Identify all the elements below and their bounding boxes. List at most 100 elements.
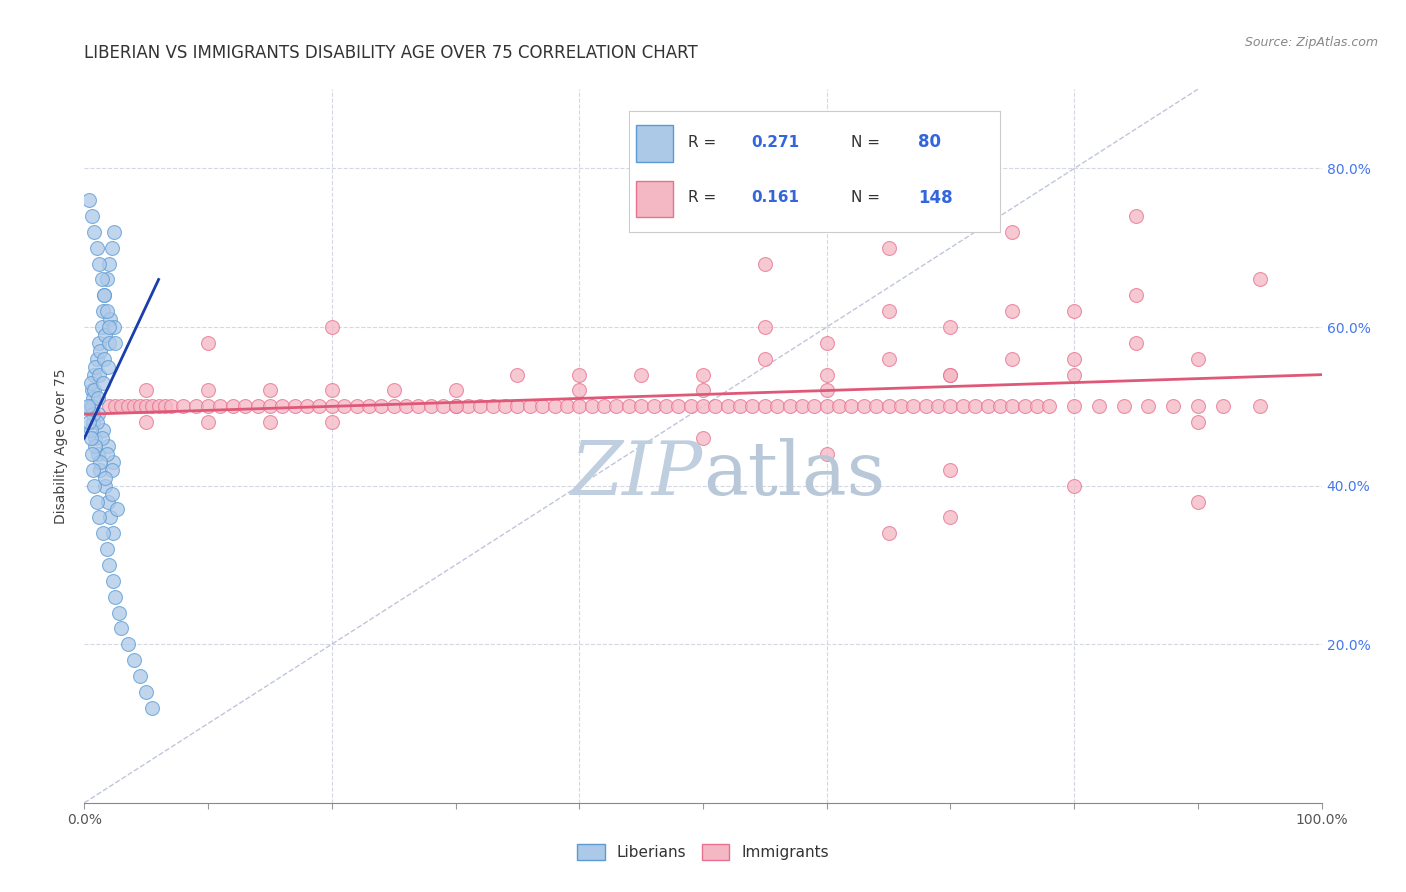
Point <box>531 400 554 414</box>
Point <box>1001 225 1024 239</box>
Point <box>1001 351 1024 366</box>
Point <box>790 400 813 414</box>
Point <box>692 384 714 398</box>
Point <box>779 400 801 414</box>
Point <box>1187 494 1209 508</box>
Point <box>79 193 101 207</box>
Point <box>321 320 343 334</box>
Point <box>91 526 114 541</box>
Point <box>568 400 591 414</box>
Point <box>89 335 111 350</box>
Point <box>444 400 467 414</box>
Point <box>98 312 121 326</box>
Point <box>1249 272 1271 286</box>
Point <box>122 653 145 667</box>
Point <box>555 400 578 414</box>
Point <box>877 351 900 366</box>
Point <box>927 400 949 414</box>
Point <box>141 700 163 714</box>
Point <box>172 400 194 414</box>
Point <box>852 400 875 414</box>
Point <box>129 669 152 683</box>
Point <box>83 384 105 398</box>
Point <box>271 400 294 414</box>
Point <box>370 400 392 414</box>
Point <box>96 304 118 318</box>
Point <box>728 400 751 414</box>
Point <box>952 400 974 414</box>
Point <box>79 400 101 414</box>
Point <box>98 257 121 271</box>
Point <box>160 400 183 414</box>
Point <box>97 494 120 508</box>
Point <box>97 439 120 453</box>
Point <box>91 304 114 318</box>
Point <box>1187 351 1209 366</box>
Point <box>346 400 368 414</box>
Point <box>80 209 103 223</box>
Point <box>89 463 111 477</box>
Point <box>96 272 118 286</box>
Point <box>103 320 125 334</box>
Text: LIBERIAN VS IMMIGRANTS DISABILITY AGE OVER 75 CORRELATION CHART: LIBERIAN VS IMMIGRANTS DISABILITY AGE OV… <box>84 45 699 62</box>
Text: Source: ZipAtlas.com: Source: ZipAtlas.com <box>1244 36 1378 49</box>
Point <box>457 400 479 414</box>
Point <box>1038 400 1060 414</box>
Point <box>209 400 232 414</box>
Point <box>135 685 157 699</box>
Point <box>80 384 103 398</box>
Point <box>89 257 111 271</box>
Point <box>408 400 430 414</box>
Point <box>295 400 318 414</box>
Point <box>605 400 627 414</box>
Point <box>98 320 121 334</box>
Point <box>90 431 112 445</box>
Point <box>80 447 103 461</box>
Point <box>197 400 219 414</box>
Text: ZIP: ZIP <box>571 438 703 511</box>
Point <box>259 415 281 429</box>
Point <box>197 415 219 429</box>
Point <box>86 241 108 255</box>
Point <box>1112 400 1135 414</box>
Point <box>153 400 176 414</box>
Point <box>1001 304 1024 318</box>
Point <box>890 400 912 414</box>
Point <box>98 400 121 414</box>
Point <box>803 400 825 414</box>
Point <box>1063 400 1085 414</box>
Point <box>103 225 125 239</box>
Point <box>1249 400 1271 414</box>
Point <box>1187 400 1209 414</box>
Point <box>1063 368 1085 382</box>
Point <box>1125 288 1147 302</box>
Point <box>382 384 405 398</box>
Point <box>939 463 962 477</box>
Point <box>382 400 405 414</box>
Point <box>914 400 936 414</box>
Point <box>1137 400 1160 414</box>
Point <box>965 400 987 414</box>
Point <box>543 400 565 414</box>
Y-axis label: Disability Age Over 75: Disability Age Over 75 <box>55 368 69 524</box>
Point <box>321 400 343 414</box>
Point <box>89 455 111 469</box>
Point <box>643 400 665 414</box>
Point <box>815 400 838 414</box>
Point <box>94 478 117 492</box>
Point <box>86 351 108 366</box>
Point <box>94 471 117 485</box>
Point <box>1063 478 1085 492</box>
Point <box>87 407 110 421</box>
Point <box>1161 400 1184 414</box>
Point <box>79 415 101 429</box>
Point <box>108 606 131 620</box>
Point <box>89 368 111 382</box>
Point <box>105 502 128 516</box>
Point <box>704 400 727 414</box>
Point <box>815 368 838 382</box>
Point <box>939 368 962 382</box>
Point <box>939 400 962 414</box>
Point <box>83 225 105 239</box>
Point <box>815 447 838 461</box>
